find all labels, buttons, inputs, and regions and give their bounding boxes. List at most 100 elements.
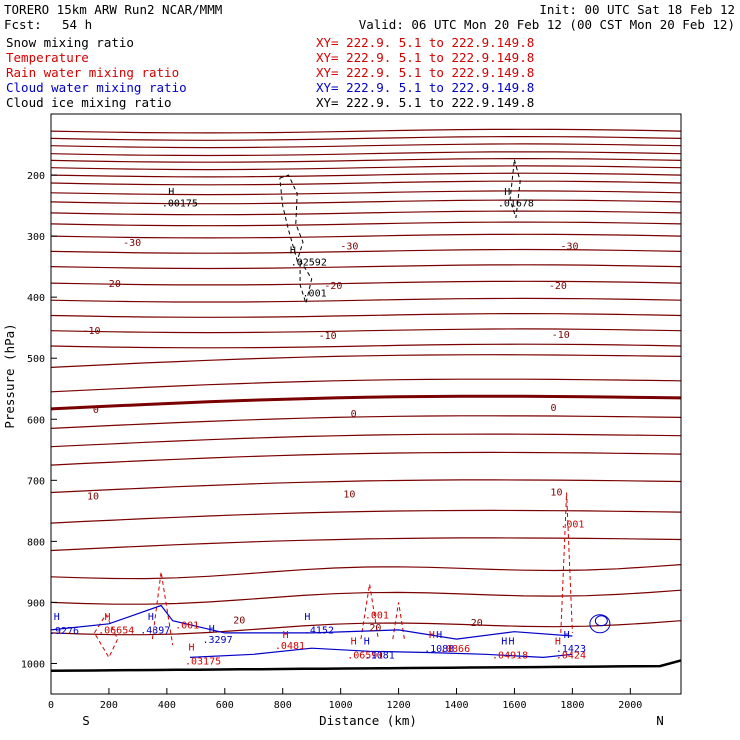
legend-rain-xy: XY= 222.9. 5.1 to 222.9.149.8: [316, 65, 534, 80]
legend-cloud-ice-xy: XY= 222.9. 5.1 to 222.9.149.8: [316, 95, 534, 110]
isotherm-line: [50, 451, 682, 466]
isotherm-label: -10: [83, 326, 101, 337]
high-marker: H: [148, 612, 154, 623]
high-marker: H: [290, 246, 296, 257]
legend-rain-name: Rain water mixing ratio: [6, 65, 179, 80]
mixing-ratio-label: .0481: [275, 641, 305, 652]
isotherm-label: 0: [551, 403, 557, 414]
isotherm-label: 0: [93, 405, 99, 416]
isotherm-line: [50, 165, 682, 171]
cloud-water-contour: [50, 604, 573, 640]
isotherm-line: [50, 354, 682, 368]
run-title: TORERO 15km ARW Run2 NCAR/MMM: [4, 2, 222, 17]
isotherm-label: -30: [560, 241, 578, 252]
x-tick-label: 1400: [444, 700, 468, 711]
isotherm-line: [50, 620, 682, 636]
y-tick-label: 200: [27, 171, 45, 182]
high-marker: H: [429, 630, 435, 641]
high-marker: H: [104, 612, 110, 623]
mixing-ratio-label: .1081: [365, 650, 395, 661]
mixing-ratio-label: .001: [175, 620, 199, 631]
axes: 0 200 400 600 800 1000 1200 1400 1600 1800 2000200…: [21, 113, 682, 711]
mixing-ratio-label: .1423: [556, 644, 586, 655]
legend: Snow mixing ratio XY= 222.9. 5.1 to 222.…: [6, 35, 534, 110]
mixing-ratio-label: .03175: [185, 656, 221, 667]
x-tick-label: 1000: [329, 700, 353, 711]
isotherm-line: [50, 151, 682, 157]
cloud-ice-contour: [299, 260, 313, 306]
mixing-ratio-label: .4152: [304, 625, 334, 636]
isotherm-line: [50, 172, 682, 178]
mixing-ratio-label: .06654: [98, 625, 134, 636]
mixing-ratio-label: .001: [365, 611, 389, 622]
cloud-ice-contour: [279, 174, 304, 263]
rain-water-contour: [360, 584, 379, 640]
rain-water-contour: [93, 613, 119, 659]
mixing-ratio-label: .1088: [424, 644, 454, 655]
isotherm-line: [50, 143, 682, 149]
isotherm-line: [50, 199, 682, 205]
cloud-water-contour: [589, 614, 611, 634]
cloud-water-contour: [189, 647, 573, 659]
isotherm-line: [50, 394, 682, 411]
legend-cloud-ice-name: Cloud ice mixing ratio: [6, 95, 172, 110]
high-marker: H: [436, 630, 442, 641]
x-tick-label: 800: [274, 700, 292, 711]
isotherm-label: 0: [351, 409, 357, 420]
x-axis-label: Distance (km): [319, 713, 417, 728]
isotherm-line: [50, 589, 682, 605]
legend-cloud-water-name: Cloud water mixing ratio: [6, 80, 187, 95]
cloud-ice-contour: [509, 159, 521, 218]
isotherm-label: 10: [343, 490, 355, 501]
isotherm-line: [50, 190, 682, 196]
isotherm-line: [50, 221, 682, 227]
init-time: Init: 00 UTC Sat 18 Feb 12: [539, 2, 735, 17]
mixing-ratio-label: .00175: [162, 199, 198, 210]
mixing-ratio-label: .02592: [291, 258, 327, 269]
isotherm-label: 20: [233, 616, 245, 627]
south-end-label: S: [82, 713, 90, 728]
isotherm-line: [50, 264, 682, 270]
plot-area: [50, 128, 682, 636]
high-marker: H: [54, 612, 60, 623]
high-marker: H: [351, 636, 357, 647]
isotherm-label: 10: [87, 492, 99, 503]
x-tick-label: 0: [48, 700, 54, 711]
legend-snow-xy: XY= 222.9. 5.1 to 222.9.149.8: [316, 35, 534, 50]
cloud-water-contour: [594, 615, 608, 627]
high-marker: H: [564, 630, 570, 641]
mixing-ratio-label: .001: [560, 520, 584, 531]
isotherm-label: -20: [549, 281, 567, 292]
isotherm-label: 20: [369, 623, 381, 634]
mixing-ratio-label: .0866: [440, 644, 470, 655]
isotherm-line: [50, 313, 682, 318]
x-tick-label: 600: [216, 700, 234, 711]
y-tick-label: 300: [27, 232, 45, 243]
isotherm-line: [50, 564, 682, 580]
isotherm-line: [50, 180, 682, 186]
isotherm-line: [50, 248, 682, 254]
high-marker: H: [304, 612, 310, 623]
legend-temperature-name: Temperature: [6, 50, 89, 65]
mixing-ratio-label: .9276: [49, 626, 79, 637]
isotherm-line: [50, 343, 682, 349]
y-axis-label: Pressure (hPa): [2, 323, 17, 428]
isotherm-label: 20: [471, 618, 483, 629]
legend-cloud-water-xy: XY= 222.9. 5.1 to 222.9.149.8: [316, 80, 534, 95]
isotherm-line: [50, 479, 682, 494]
x-tick-label: 2000: [618, 700, 642, 711]
high-marker: H: [509, 636, 515, 647]
isotherm-line: [50, 378, 682, 393]
x-tick-label: 1200: [387, 700, 411, 711]
rain-water-contour: [560, 492, 573, 633]
x-tick-label: 1800: [560, 700, 584, 711]
mixing-ratio-label: .01678: [498, 199, 534, 210]
mixing-ratio-label: .06591: [347, 650, 383, 661]
y-tick-label: 600: [27, 415, 45, 426]
north-end-label: N: [656, 713, 664, 728]
isotherm-line: [50, 158, 682, 163]
y-tick-label: 400: [27, 293, 45, 304]
rain-water-contour: [151, 571, 174, 646]
mixing-ratio-label: .04918: [492, 650, 528, 661]
